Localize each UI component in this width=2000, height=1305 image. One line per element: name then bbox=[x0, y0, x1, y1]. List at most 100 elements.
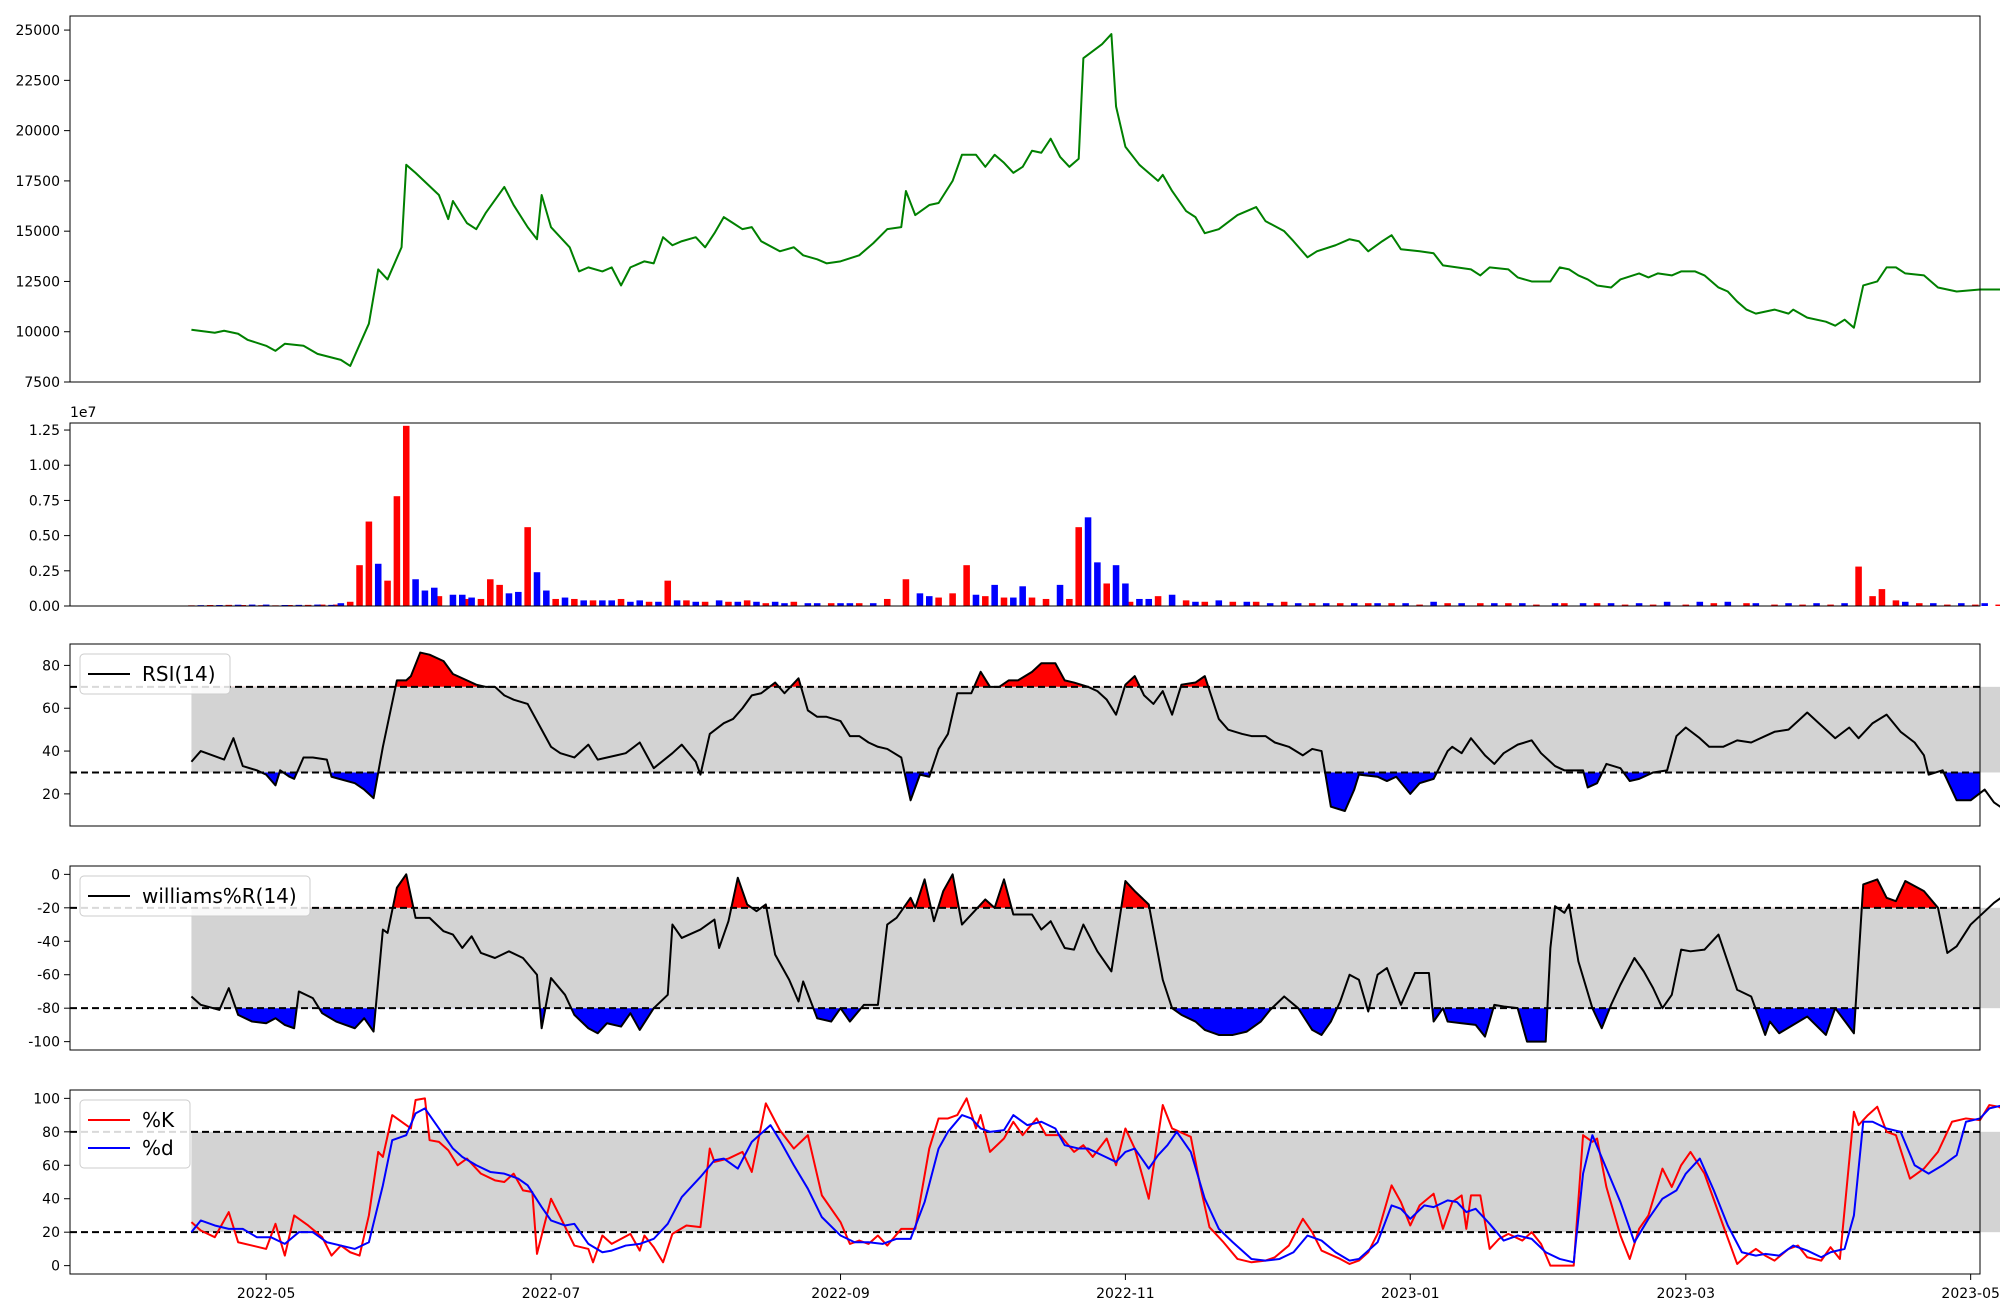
volume-bar bbox=[1444, 603, 1451, 606]
volume-y-tick-label: 0.75 bbox=[29, 493, 60, 509]
volume-bar bbox=[1696, 601, 1704, 606]
volume-bar bbox=[1743, 603, 1750, 606]
volume-bar bbox=[743, 600, 751, 606]
volume-panel: 0.00 0.25 0.50 0.75 1.00 1.25 1e7 bbox=[29, 405, 2000, 615]
volume-bar bbox=[827, 603, 835, 606]
volume-bar bbox=[234, 604, 242, 606]
x-tick-label: 2022-05 bbox=[237, 1286, 296, 1300]
stochastic-d-line bbox=[190, 1104, 2000, 1264]
volume-bar bbox=[1168, 594, 1176, 606]
stochastic-panel: 0 20 40 60 80 100 %K %d bbox=[33, 1089, 2000, 1275]
volume-bar bbox=[1243, 601, 1251, 606]
volume-bar bbox=[561, 597, 569, 606]
volume-bar bbox=[627, 601, 634, 606]
volume-bar bbox=[1266, 603, 1274, 606]
stochastic-y-tick-label: 40 bbox=[42, 1192, 60, 1208]
volume-bar bbox=[314, 604, 321, 606]
rsi-y-tick-label: 40 bbox=[42, 744, 60, 760]
volume-bar bbox=[636, 600, 643, 606]
volume-bar bbox=[725, 601, 732, 606]
volume-bar bbox=[972, 594, 980, 606]
volume-bar bbox=[1878, 589, 1886, 606]
volume-bar bbox=[1056, 584, 1064, 606]
volume-bar bbox=[1916, 603, 1923, 606]
volume-bar bbox=[1663, 601, 1671, 606]
volume-y-tick-label: 1.00 bbox=[29, 458, 60, 474]
price-y-tick-label: 12500 bbox=[15, 274, 60, 290]
williams-y-tick-label: -60 bbox=[37, 968, 60, 984]
volume-bar bbox=[1930, 603, 1937, 606]
price-panel: 7500 10000 12500 15000 17500 20000 22500 25000 bbox=[15, 15, 2000, 391]
williams-y-tick-label: -100 bbox=[28, 1035, 60, 1051]
stochastic-y-tick-label: 100 bbox=[33, 1091, 60, 1107]
price-y-tick-label: 15000 bbox=[15, 224, 60, 240]
volume-bar bbox=[1841, 603, 1848, 606]
stochastic-y-tick-label: 60 bbox=[42, 1158, 60, 1174]
stochastic-axes-frame bbox=[69, 1089, 1981, 1275]
volume-bar bbox=[393, 496, 401, 606]
volume-bar bbox=[1075, 527, 1082, 606]
x-tick-label: 2023-03 bbox=[1657, 1286, 1716, 1300]
volume-bar bbox=[926, 596, 933, 606]
williams-y-tick-label: -80 bbox=[37, 1001, 60, 1017]
volume-bar bbox=[552, 598, 559, 606]
volume-y-tick-label: 0.50 bbox=[29, 529, 60, 545]
stochastic-neutral-band bbox=[191, 1131, 2000, 1233]
volume-bar bbox=[813, 603, 821, 606]
x-tick-label: 2022-09 bbox=[811, 1286, 870, 1300]
price-y-tick-label: 20000 bbox=[15, 124, 60, 140]
volume-bar bbox=[430, 587, 438, 606]
volume-bar bbox=[1010, 597, 1017, 606]
volume-bar bbox=[617, 598, 625, 606]
volume-bar bbox=[365, 521, 373, 606]
rsi-axes-frame bbox=[69, 643, 1981, 827]
williams-oversold-fill bbox=[213, 1008, 1856, 1042]
volume-bar bbox=[804, 603, 812, 606]
volume-bar bbox=[869, 603, 877, 606]
volume-bar bbox=[1710, 603, 1718, 606]
williams-y-tick-label: -40 bbox=[37, 934, 60, 950]
x-tick-label: 2023-01 bbox=[1381, 1286, 1440, 1300]
volume-bar bbox=[1607, 603, 1615, 606]
volume-bar bbox=[1430, 601, 1437, 606]
volume-bar bbox=[412, 579, 419, 606]
volume-bar bbox=[1136, 598, 1143, 606]
volume-y-tick-label: 0.00 bbox=[29, 599, 60, 615]
volume-bar bbox=[1869, 596, 1876, 606]
rsi-panel: 20 40 60 80 RSI(14) bbox=[42, 643, 2000, 827]
volume-bar bbox=[1126, 601, 1134, 606]
volume-bar bbox=[1252, 601, 1260, 606]
volume-bar bbox=[734, 601, 742, 606]
volume-bar bbox=[935, 597, 942, 606]
volume-bar bbox=[701, 601, 709, 606]
rsi-y-tick-label: 80 bbox=[42, 658, 60, 674]
volume-bar bbox=[781, 603, 788, 606]
volume-bar bbox=[1724, 601, 1732, 606]
volume-bar bbox=[515, 591, 522, 606]
volume-bar bbox=[1621, 604, 1629, 606]
volume-bar bbox=[374, 563, 382, 606]
volume-bar bbox=[1561, 603, 1568, 606]
rsi-y-tick-label: 20 bbox=[42, 787, 60, 803]
volume-bar bbox=[337, 603, 345, 606]
rsi-legend-label: RSI(14) bbox=[142, 662, 216, 686]
volume-bar bbox=[589, 600, 597, 606]
volume-bar bbox=[991, 584, 998, 606]
volume-bar bbox=[762, 603, 770, 606]
stochastic-k-line bbox=[190, 1097, 2000, 1267]
williams-legend-box bbox=[79, 875, 311, 917]
volume-bar bbox=[1813, 603, 1820, 606]
rsi-legend-box bbox=[79, 653, 231, 695]
volume-bar bbox=[1827, 604, 1834, 606]
volume-bar bbox=[1416, 604, 1423, 606]
volume-bar bbox=[318, 604, 326, 606]
volume-bar bbox=[655, 601, 662, 606]
volume-bar bbox=[1958, 603, 1965, 606]
volume-bar bbox=[664, 580, 672, 606]
volume-bar bbox=[1364, 603, 1372, 606]
volume-bar bbox=[1635, 603, 1643, 606]
volume-bar bbox=[1752, 603, 1760, 606]
volume-bar bbox=[295, 604, 303, 606]
volume-bar bbox=[1066, 598, 1073, 606]
